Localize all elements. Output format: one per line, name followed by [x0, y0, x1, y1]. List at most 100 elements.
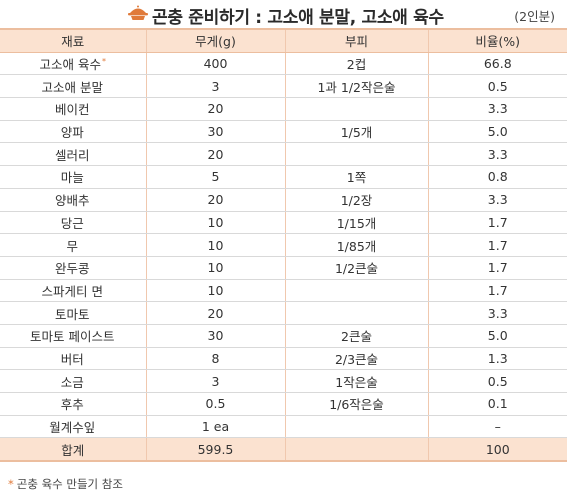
footnote-mark: *	[8, 477, 14, 491]
cell-weight-text: 3	[211, 78, 220, 94]
cell-weight-text: 3	[211, 373, 220, 389]
cell-weight: 3	[146, 74, 286, 99]
column-header-weight: 무게(g)	[146, 27, 286, 53]
column-header-ingredient: 재료	[0, 27, 147, 53]
table-row: 셀러리 20 3.3	[0, 142, 567, 167]
cell-ratio-text: 0.5	[487, 78, 508, 94]
cell-weight: 10	[146, 211, 286, 235]
cell-volume-text: 2컵	[346, 57, 367, 73]
cell-volume	[285, 97, 429, 121]
cell-weight-text: 0.5	[205, 396, 226, 412]
cell-ratio-text: 0.8	[487, 169, 508, 185]
table-row: 양파 30 1/5개 5.0	[0, 120, 567, 144]
ingredient-table: 재료 무게(g) 부피 비율(%) 고소애 육수* 400 2컵 66.8 고소애 분말…	[0, 27, 567, 463]
cell-weight-text: 10	[207, 282, 224, 298]
cell-ingredient-text: 마늘	[60, 170, 84, 186]
serving-size: (2인분)	[514, 9, 555, 24]
pot-icon	[128, 5, 148, 20]
cell-ingredient: 토마토 페이스트	[0, 324, 147, 348]
cell-volume: 2/3큰술	[285, 347, 429, 371]
cell-ratio-text: 1.7	[487, 214, 508, 230]
cell-ingredient-text: 무	[66, 238, 78, 254]
cell-volume-text: 1/6작은술	[329, 397, 384, 413]
cell-weight-text: 20	[207, 101, 224, 117]
cell-ratio-text: 1.7	[487, 237, 508, 253]
footnote-text: 곤충 육수 만들기 참조	[16, 477, 123, 491]
cell-weight-text: 20	[207, 192, 224, 208]
cell-ratio: 1.7	[428, 233, 567, 257]
cell-volume-text: 1과 1/2작은술	[317, 79, 396, 95]
column-header-ratio: 비율(%)	[428, 27, 567, 53]
cell-volume: 1/2장	[285, 188, 429, 212]
table-row: 무 10 1/85개 1.7	[0, 233, 567, 257]
table-row: 마늘 5 1쪽 0.8	[0, 165, 567, 189]
cell-ingredient-text: 소금	[60, 374, 84, 390]
cell-volume-text: 2큰술	[341, 329, 372, 345]
page-title: 곤충 준비하기 : 고소애 분말, 고소애 육수	[152, 8, 444, 28]
cell-weight: 10	[146, 233, 286, 257]
cell-ratio-text: 1.3	[487, 350, 508, 366]
cell-volume: 1/2큰술	[285, 256, 429, 280]
cell-ingredient: 당근	[0, 211, 147, 235]
table-row: 버터 8 2/3큰술 1.3	[0, 347, 567, 371]
cell-volume: 1/5개	[285, 120, 429, 144]
table-row: 토마토 페이스트 30 2큰술 5.0	[0, 324, 567, 348]
column-header-volume: 부피	[285, 27, 429, 53]
table-row: 양배추 20 1/2장 3.3	[0, 188, 567, 212]
cell-volume: 2큰술	[285, 324, 429, 348]
table-row: 당근 10 1/15개 1.7	[0, 211, 567, 235]
cell-ratio: 0.5	[428, 74, 567, 99]
cell-volume: 1쪽	[285, 165, 429, 189]
cell-weight-text: 1 ea	[201, 419, 230, 435]
cell-ingredient-text: 완두콩	[54, 261, 90, 277]
cell-ingredient: 양파	[0, 120, 147, 144]
cell-ingredient: 버터	[0, 347, 147, 371]
cell-volume: 1/85개	[285, 233, 429, 257]
cell-volume: 1과 1/2작은술	[285, 74, 429, 99]
cell-weight: 20	[146, 301, 286, 325]
cell-ingredient-text: 스파게티 면	[41, 283, 103, 299]
cell-ingredient-text: 고소애 육수	[39, 57, 101, 73]
cell-volume: 1/6작은술	[285, 392, 429, 416]
cell-weight: 5	[146, 165, 286, 189]
cell-ratio-text: 3.3	[487, 192, 508, 208]
cell-weight: 599.5	[146, 437, 286, 463]
cell-weight-text: 5	[211, 169, 220, 185]
cell-weight-text: 400	[203, 56, 228, 72]
cell-ratio: 0.5	[428, 369, 567, 393]
cell-weight: 10	[146, 279, 286, 303]
cell-weight-text: 10	[207, 214, 224, 230]
cell-ratio: 0.8	[428, 165, 567, 189]
cell-ingredient: 베이컨	[0, 97, 147, 121]
cell-ingredient: 후추	[0, 392, 147, 416]
cell-ingredient-text: 월계수잎	[49, 420, 96, 436]
cell-volume: 1/15개	[285, 211, 429, 235]
cell-ingredient: 마늘	[0, 165, 147, 189]
cell-ratio-text: 3.3	[487, 101, 508, 117]
cell-ingredient: 양배추	[0, 188, 147, 212]
cell-weight: 8	[146, 347, 286, 371]
cell-weight: 20	[146, 142, 286, 167]
cell-volume	[285, 279, 429, 303]
cell-volume-text: 1쪽	[346, 170, 367, 186]
cell-weight: 30	[146, 120, 286, 144]
cell-ratio: 5.0	[428, 324, 567, 348]
cell-weight: 1 ea	[146, 415, 286, 439]
cell-weight: 3	[146, 369, 286, 393]
table-row: 소금 3 1작은술 0.5	[0, 369, 567, 393]
table-row: 스파게티 면 10 1.7	[0, 279, 567, 303]
table-row: 베이컨 20 3.3	[0, 97, 567, 121]
cell-weight-text: 30	[207, 124, 224, 140]
cell-ingredient: 합계	[0, 437, 147, 463]
cell-ratio: 3.3	[428, 301, 567, 325]
cell-ingredient: 고소애 육수*	[0, 52, 147, 76]
cell-ratio-text: 0.5	[487, 373, 508, 389]
cell-weight-text: 599.5	[197, 441, 234, 457]
cell-ingredient: 소금	[0, 369, 147, 393]
cell-ingredient-text: 후추	[60, 397, 84, 413]
cell-ingredient-text: 양파	[60, 125, 84, 141]
cell-ratio: 3.3	[428, 97, 567, 121]
cell-volume	[285, 415, 429, 439]
cell-ingredient-text: 버터	[60, 351, 84, 367]
cell-weight: 20	[146, 97, 286, 121]
